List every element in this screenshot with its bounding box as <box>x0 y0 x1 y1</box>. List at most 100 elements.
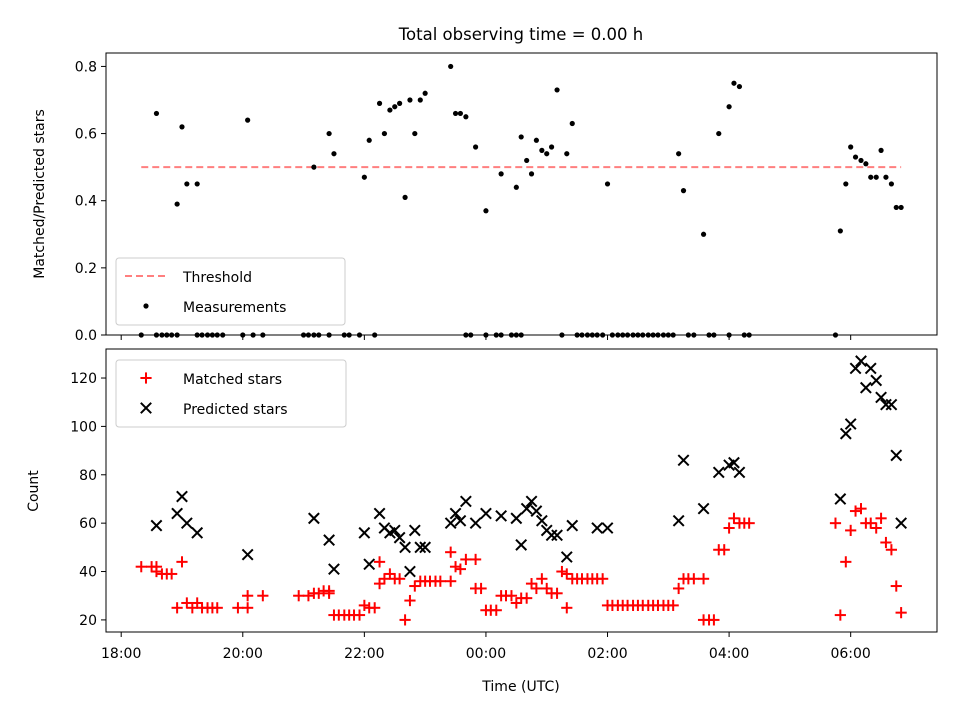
matched-point <box>409 580 421 592</box>
measurement-point <box>417 97 423 103</box>
measurement-point <box>483 208 489 214</box>
cross-b <box>875 391 887 404</box>
measurement-point <box>412 130 418 137</box>
matched-point <box>510 597 522 609</box>
matched-point <box>434 575 446 587</box>
cross-b <box>515 539 528 551</box>
measurement-point <box>554 87 560 93</box>
predicted-point <box>408 524 421 537</box>
measurement-point <box>548 144 555 150</box>
matched-point <box>597 573 609 585</box>
top-y-tick-label: 0.2 <box>75 261 97 277</box>
cross-b <box>449 507 462 520</box>
cross-b <box>307 512 320 525</box>
bottom-x-axis: 18:00 20:00 22:00 00:00 02:00 04:00 06:00 <box>101 632 871 662</box>
cross-b <box>530 505 543 517</box>
matched-point <box>490 604 502 616</box>
cross-b <box>363 558 376 571</box>
matched-point <box>728 512 740 524</box>
predicted-point <box>551 529 563 542</box>
bottom-legend-box <box>115 359 347 428</box>
predicted-point <box>515 539 528 551</box>
cross-b <box>849 362 862 375</box>
measurement-point <box>837 228 843 234</box>
cross-b <box>373 507 386 520</box>
predicted-point <box>150 519 163 532</box>
matched-point <box>551 587 563 599</box>
bottom-plot-area <box>135 355 908 626</box>
cross-b <box>328 563 340 576</box>
predicted-point <box>510 512 523 525</box>
cross-b <box>566 519 579 532</box>
bottom-y-axis-label: Count <box>26 470 42 512</box>
predicted-point <box>191 526 204 539</box>
predicted-point <box>839 427 852 440</box>
matched-point <box>521 592 533 604</box>
bottom-axes-frame <box>105 348 938 633</box>
matched-point <box>454 563 467 575</box>
cross-b <box>712 466 725 479</box>
cross-b <box>844 418 857 430</box>
cross-b <box>535 514 548 527</box>
legend-measurements-swatch <box>143 303 149 309</box>
top-axes-frame <box>105 52 938 336</box>
measurement-point <box>245 117 251 123</box>
matched-point <box>176 556 188 568</box>
cross-b <box>399 541 411 554</box>
predicted-point <box>307 512 320 525</box>
measurement-point <box>366 137 372 143</box>
measurement-point <box>700 231 707 237</box>
predicted-point <box>844 418 857 430</box>
cross-b <box>191 526 204 539</box>
predicted-point <box>393 531 406 544</box>
cross-b <box>150 519 163 532</box>
measurement-point <box>569 120 575 127</box>
predicted-point <box>363 558 376 571</box>
predicted-point <box>171 507 184 520</box>
measurement-point <box>194 181 200 187</box>
cross-b <box>408 524 421 537</box>
predicted-point <box>323 534 336 546</box>
matched-point <box>378 573 391 585</box>
predicted-point <box>520 502 533 515</box>
matched-point <box>667 599 679 611</box>
top-y-axis-label: Matched/Predicted stars <box>32 109 48 279</box>
predicted-point <box>241 548 254 561</box>
measurement-point <box>716 130 722 137</box>
top-panel: 0.00.20.40.60.8 Matched/Predicted stars … <box>32 52 938 344</box>
predicted-point <box>373 507 386 520</box>
predicted-point <box>849 362 862 375</box>
measurement-point <box>518 134 524 140</box>
predicted-point <box>176 490 188 503</box>
measurement-point <box>564 151 570 157</box>
cross-b <box>510 512 523 525</box>
matched-point <box>323 587 335 599</box>
cross-b <box>560 551 573 563</box>
top-y-tick-label: 0.8 <box>75 59 97 75</box>
matched-point <box>150 565 163 578</box>
measurement-point <box>604 181 611 187</box>
measurement-point <box>680 188 687 194</box>
matched-point <box>673 582 685 595</box>
matched-point <box>191 597 203 609</box>
measurement-point <box>452 110 459 117</box>
legend-threshold-label: Threshold <box>182 270 252 286</box>
predicted-point <box>885 398 898 411</box>
measurement-point <box>898 204 904 211</box>
measurement-point <box>731 80 737 86</box>
measurement-point <box>883 174 889 180</box>
top-x-axis <box>120 335 852 340</box>
matched-point <box>880 536 892 549</box>
measurement-point <box>726 104 732 110</box>
matched-point <box>688 573 700 585</box>
predicted-point <box>328 563 340 576</box>
cross-b <box>480 507 492 520</box>
legend-predicted-swatch <box>140 402 152 414</box>
measurement-point <box>326 130 332 137</box>
predicted-point <box>469 517 482 530</box>
cross-b <box>551 529 563 542</box>
matched-point <box>373 556 386 568</box>
measurement-point <box>533 137 539 143</box>
measurement-point <box>544 151 550 157</box>
predicted-point <box>404 565 416 578</box>
